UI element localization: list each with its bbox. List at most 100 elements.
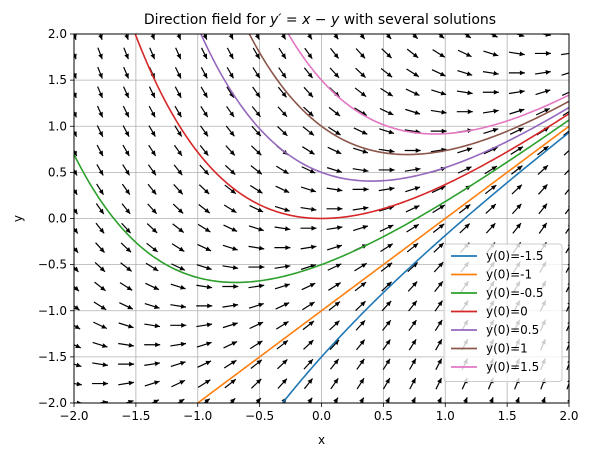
field-arrow <box>74 149 78 157</box>
field-arrow <box>458 203 471 214</box>
field-arrow <box>223 341 238 349</box>
field-arrow <box>353 225 369 232</box>
field-arrow <box>304 47 313 60</box>
legend-entry: y(0)=-0.5 <box>451 286 544 300</box>
field-arrow <box>120 242 132 253</box>
field-arrow <box>432 204 446 214</box>
field-arrow <box>229 397 236 403</box>
field-arrow <box>457 166 472 174</box>
field-arrow <box>378 186 395 192</box>
y-tick-label: 1.0 <box>48 119 67 133</box>
solution-curves <box>74 34 569 403</box>
field-arrow <box>251 106 261 118</box>
field-arrow <box>170 341 187 347</box>
field-arrow <box>274 226 291 232</box>
x-tick-label: 2.0 <box>559 409 578 423</box>
field-arrow <box>74 381 82 387</box>
field-arrow <box>119 302 134 310</box>
field-arrow <box>300 225 317 231</box>
field-arrow <box>121 222 132 234</box>
field-arrow <box>119 282 133 291</box>
field-arrow <box>176 34 182 40</box>
legend-label: y(0)=-1.5 <box>486 249 544 263</box>
field-arrow <box>199 145 209 157</box>
field-arrow <box>145 282 160 291</box>
field-arrow <box>509 127 524 135</box>
field-arrow <box>171 263 186 271</box>
field-arrow <box>118 361 135 367</box>
field-arrow <box>537 164 549 176</box>
field-arrow <box>406 223 420 233</box>
field-arrow <box>359 397 365 403</box>
field-arrow <box>485 222 496 234</box>
field-arrow <box>249 321 264 330</box>
field-arrow <box>512 222 522 234</box>
x-tick-label: 1.0 <box>436 409 455 423</box>
field-arrow <box>379 224 394 232</box>
field-arrow <box>406 68 420 78</box>
legend-entry: y(0)=0.5 <box>451 323 539 337</box>
field-arrow <box>250 359 263 369</box>
field-arrow <box>173 164 183 176</box>
field-arrow <box>224 164 236 176</box>
field-arrow <box>378 148 395 154</box>
field-arrow <box>328 282 341 291</box>
field-arrow <box>223 224 238 232</box>
field-arrow <box>457 69 473 76</box>
field-arrow <box>326 206 343 212</box>
field-arrow <box>431 69 446 77</box>
field-arrow <box>174 105 182 118</box>
field-arrow <box>535 70 551 75</box>
field-arrow <box>277 378 288 389</box>
field-arrow <box>92 381 109 386</box>
field-arrow <box>379 128 395 135</box>
field-arrow <box>328 106 341 117</box>
field-arrow <box>223 204 237 214</box>
field-arrow <box>300 186 317 193</box>
field-arrow <box>148 86 156 99</box>
field-arrow <box>274 205 290 212</box>
field-arrow <box>222 265 239 270</box>
field-arrow <box>435 358 443 370</box>
field-arrow <box>250 165 263 175</box>
y-tick-label: 0.0 <box>48 212 67 226</box>
x-tick-label: −0.5 <box>245 409 274 423</box>
field-arrow <box>355 300 366 312</box>
field-arrow <box>408 300 418 312</box>
field-arrow <box>432 49 446 58</box>
field-arrow <box>509 108 525 115</box>
field-arrow <box>430 128 447 134</box>
field-arrow <box>302 301 315 311</box>
legend-label: y(0)=-0.5 <box>486 286 544 300</box>
field-arrow <box>302 146 315 155</box>
field-arrow <box>329 67 340 79</box>
field-arrow <box>434 300 443 312</box>
field-arrow <box>250 378 262 389</box>
field-arrow <box>329 87 340 98</box>
field-arrow <box>147 183 157 195</box>
field-arrow <box>329 47 340 59</box>
field-arrow <box>274 245 291 251</box>
field-arrow <box>94 261 106 273</box>
field-arrow <box>226 67 235 79</box>
field-arrow <box>330 377 339 390</box>
field-arrow <box>95 242 105 253</box>
legend-label: y(0)=-1 <box>486 268 532 282</box>
field-arrow <box>96 400 108 403</box>
field-arrow <box>146 242 159 253</box>
y-tick-label: 1.5 <box>48 73 67 87</box>
field-arrow <box>405 205 420 213</box>
field-arrow <box>94 281 106 292</box>
field-arrow <box>74 227 79 234</box>
field-arrow <box>281 34 287 40</box>
field-arrow <box>539 34 551 37</box>
field-arrow <box>200 86 208 99</box>
field-arrow <box>489 397 494 403</box>
field-arrow <box>433 242 445 253</box>
field-arrow <box>303 106 314 117</box>
field-arrow <box>456 109 473 115</box>
field-arrow <box>484 165 498 175</box>
x-tick-label: 1.5 <box>498 409 517 423</box>
field-arrow <box>538 222 548 234</box>
field-arrow <box>355 67 366 78</box>
